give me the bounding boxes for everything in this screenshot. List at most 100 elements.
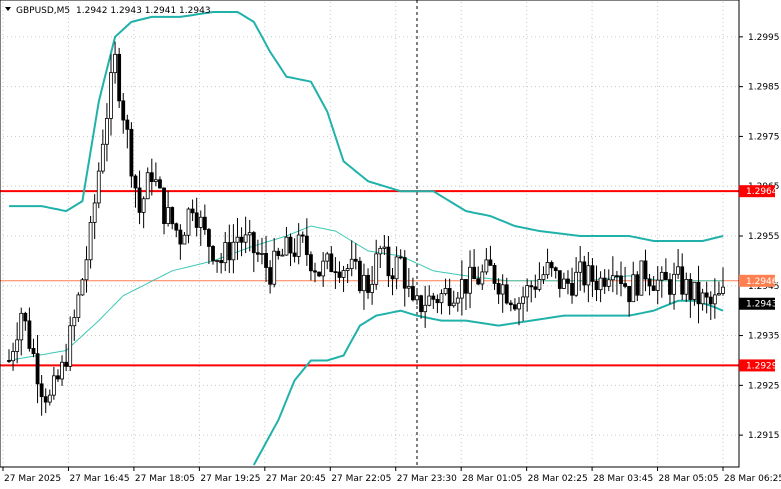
candle-body: [243, 234, 248, 243]
candle-body: [415, 295, 419, 301]
bollinger-lower-band: [252, 299, 724, 466]
candle-body: [349, 258, 354, 269]
candle: [496, 278, 501, 304]
candle-body: [170, 207, 175, 225]
candle: [239, 227, 244, 257]
candle: [586, 251, 591, 303]
candle-body: [211, 246, 215, 262]
candle-body: [15, 339, 20, 352]
time-tick-label: 28 Mar 05:05: [659, 474, 719, 484]
candle-body: [712, 294, 717, 305]
time-tick-label: 27 Mar 23:30: [397, 474, 457, 484]
candle-body: [105, 117, 109, 145]
candle: [386, 236, 391, 288]
candle: [549, 260, 554, 277]
candle: [627, 285, 632, 317]
candle-body: [639, 260, 644, 296]
symbol-label: GBPUSD,M5: [16, 6, 70, 16]
candle-body: [602, 277, 607, 287]
candle-body: [88, 221, 93, 261]
candle-body: [47, 394, 52, 403]
candle-body: [374, 253, 379, 285]
candle: [276, 247, 281, 260]
candle: [427, 285, 432, 307]
candle-body: [598, 277, 603, 291]
candle-body: [125, 119, 130, 130]
candle-body: [64, 361, 69, 367]
candle-body: [31, 348, 36, 355]
candle-body: [619, 275, 623, 284]
candle: [207, 227, 211, 264]
candle: [304, 218, 309, 266]
triangle-down-icon[interactable]: [5, 7, 11, 11]
candle: [162, 187, 166, 235]
candle-body: [574, 271, 579, 296]
support-price-tag-label: 1.2929: [746, 361, 778, 371]
candle-body: [255, 252, 260, 255]
candle-body: [590, 265, 595, 282]
candle: [680, 253, 685, 301]
candle: [76, 292, 81, 323]
candle: [51, 366, 56, 400]
candle-body: [313, 270, 317, 273]
candle-body: [684, 278, 689, 295]
candle-body: [472, 266, 477, 280]
candle: [541, 266, 546, 284]
candle: [321, 252, 326, 287]
candle: [170, 206, 175, 230]
candle-body: [149, 172, 154, 182]
candle: [590, 258, 595, 298]
candle: [247, 219, 252, 252]
candle: [582, 255, 587, 293]
candle: [508, 300, 513, 312]
candle: [349, 240, 354, 277]
candle: [574, 257, 579, 297]
time-tick-label: 27 Mar 22:05: [331, 474, 391, 484]
candle-body: [443, 288, 448, 295]
candle-body: [68, 325, 73, 367]
candle: [80, 277, 85, 296]
candle-body: [317, 271, 321, 277]
candle-body: [541, 274, 546, 280]
candle-body: [190, 208, 195, 214]
candle: [166, 190, 171, 227]
candle: [284, 226, 289, 256]
price-tick-label: 1.2995: [748, 33, 780, 43]
candle: [19, 307, 24, 356]
candle: [504, 277, 509, 305]
candle-body: [23, 312, 28, 322]
candle: [557, 270, 562, 298]
candle: [623, 266, 627, 289]
candle: [129, 122, 134, 188]
candle-body: [663, 271, 668, 280]
candle: [415, 288, 419, 305]
candle: [109, 54, 113, 136]
candle-body: [668, 279, 672, 295]
candle: [668, 273, 672, 305]
candle: [317, 271, 321, 278]
candle-body: [129, 128, 134, 177]
candle: [7, 349, 11, 364]
time-tick-label: 28 Mar 01:05: [462, 474, 522, 484]
candle-body: [7, 360, 11, 362]
candle: [459, 260, 464, 316]
candle: [717, 281, 721, 296]
candle-body: [623, 283, 627, 287]
candle: [366, 268, 370, 299]
candle-body: [378, 247, 383, 255]
candle-body: [109, 72, 113, 119]
candle-body: [566, 278, 570, 284]
candle: [402, 250, 407, 307]
candle-body: [219, 260, 224, 264]
candle: [561, 272, 566, 290]
candle-body: [435, 298, 440, 304]
candle-body: [517, 302, 521, 310]
candle: [333, 257, 338, 289]
candle: [362, 263, 366, 310]
candle-body: [676, 266, 681, 275]
candle: [696, 265, 701, 324]
candle: [517, 297, 521, 326]
candle-body: [141, 198, 146, 213]
